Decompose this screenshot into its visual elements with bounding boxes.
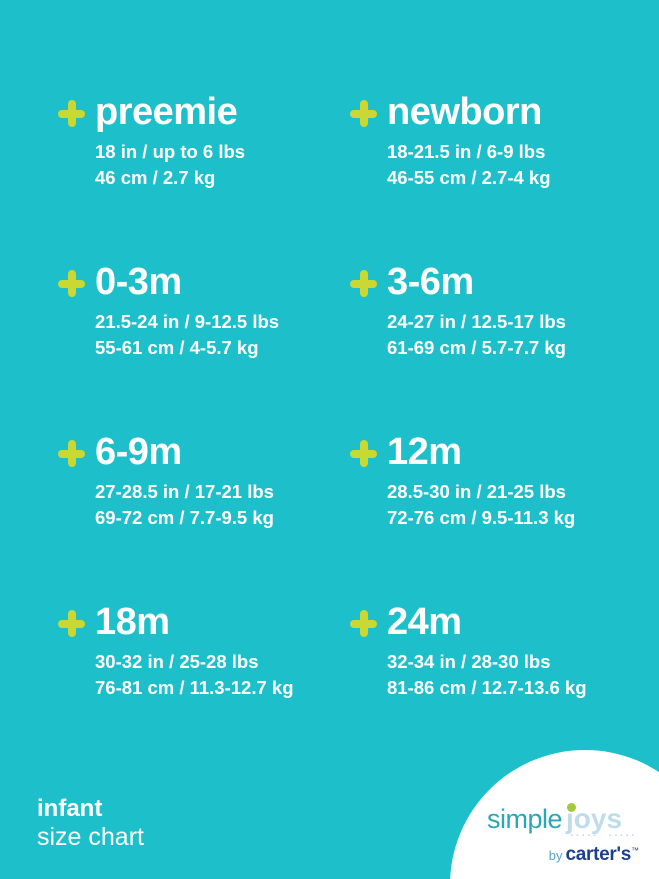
size-metric: 72-76 cm / 9.5-11.3 kg (387, 506, 576, 528)
size-cell-text: 6-9m 27-28.5 in / 17-21 lbs 69-72 cm / 7… (95, 433, 274, 531)
size-label: 24m (387, 601, 462, 643)
plus-icon (350, 440, 377, 467)
size-label: 0-3m (95, 261, 182, 303)
size-label: 6-9m (95, 431, 182, 473)
size-label: 18m (95, 601, 170, 643)
size-label: 12m (387, 431, 462, 473)
plus-icon (350, 270, 377, 297)
size-metric: 76-81 cm / 11.3-12.7 kg (95, 676, 294, 698)
size-label: preemie (95, 91, 238, 133)
logo-dotted-underline: ····· ····· (487, 830, 639, 842)
brand-logo-circle: simple joys ····· ····· by carter's™ (450, 750, 659, 879)
trademark-symbol: ™ (631, 846, 639, 855)
size-cell-18m: 18m 30-32 in / 25-28 lbs 76-81 cm / 11.3… (58, 603, 350, 773)
size-imperial: 18-21.5 in / 6-9 lbs (387, 140, 546, 162)
size-imperial: 24-27 in / 12.5-17 lbs (387, 310, 566, 332)
logo-simple-text: simple (487, 804, 563, 834)
size-cell-text: 3-6m 24-27 in / 12.5-17 lbs 61-69 cm / 5… (387, 263, 566, 361)
dots-right: ····· (608, 830, 637, 842)
plus-icon (350, 100, 377, 127)
footer-title: infant (37, 795, 103, 822)
size-metric: 46-55 cm / 2.7-4 kg (387, 166, 551, 188)
brand-logo-wordmark: simple joys (487, 803, 639, 835)
size-cell-text: preemie 18 in / up to 6 lbs 46 cm / 2.7 … (95, 93, 245, 191)
size-cell-6-9m: 6-9m 27-28.5 in / 17-21 lbs 69-72 cm / 7… (58, 433, 350, 603)
size-imperial: 21.5-24 in / 9-12.5 lbs (95, 310, 280, 332)
size-imperial: 30-32 in / 25-28 lbs (95, 650, 259, 672)
chart-footer: infant size chart (37, 795, 144, 851)
logo-carters-text: carter's (565, 844, 631, 865)
size-metric: 61-69 cm / 5.7-7.7 kg (387, 336, 566, 358)
size-label: newborn (387, 91, 542, 133)
brand-logo: simple joys ····· ····· by carter's™ (487, 803, 639, 866)
size-imperial: 28.5-30 in / 21-25 lbs (387, 480, 566, 502)
dots-left: ····· (570, 830, 599, 842)
plus-icon (58, 100, 85, 127)
plus-icon (58, 270, 85, 297)
size-label: 3-6m (387, 261, 474, 303)
logo-byline: by carter's™ (487, 844, 639, 866)
size-imperial: 27-28.5 in / 17-21 lbs (95, 480, 274, 502)
size-imperial: 18 in / up to 6 lbs (95, 140, 246, 162)
logo-joys-wrap: joys (566, 803, 622, 835)
size-metric: 46 cm / 2.7 kg (95, 166, 216, 188)
plus-icon (350, 610, 377, 637)
size-grid: preemie 18 in / up to 6 lbs 46 cm / 2.7 … (58, 93, 587, 773)
size-metric: 69-72 cm / 7.7-9.5 kg (95, 506, 274, 528)
size-cell-text: 24m 32-34 in / 28-30 lbs 81-86 cm / 12.7… (387, 603, 587, 701)
size-cell-newborn: newborn 18-21.5 in / 6-9 lbs 46-55 cm / … (350, 93, 587, 263)
size-cell-0-3m: 0-3m 21.5-24 in / 9-12.5 lbs 55-61 cm / … (58, 263, 350, 433)
logo-by-text: by (548, 848, 563, 863)
size-cell-text: 18m 30-32 in / 25-28 lbs 76-81 cm / 11.3… (95, 603, 294, 701)
green-dot-icon (567, 803, 577, 812)
size-cell-12m: 12m 28.5-30 in / 21-25 lbs 72-76 cm / 9.… (350, 433, 587, 603)
size-cell-text: 12m 28.5-30 in / 21-25 lbs 72-76 cm / 9.… (387, 433, 575, 531)
size-cell-text: 0-3m 21.5-24 in / 9-12.5 lbs 55-61 cm / … (95, 263, 279, 361)
size-cell-text: newborn 18-21.5 in / 6-9 lbs 46-55 cm / … (387, 93, 551, 191)
size-cell-preemie: preemie 18 in / up to 6 lbs 46 cm / 2.7 … (58, 93, 350, 263)
plus-icon (58, 610, 85, 637)
footer-subtitle: size chart (37, 822, 144, 851)
size-imperial: 32-34 in / 28-30 lbs (387, 650, 551, 672)
size-metric: 81-86 cm / 12.7-13.6 kg (387, 676, 587, 698)
size-cell-24m: 24m 32-34 in / 28-30 lbs 81-86 cm / 12.7… (350, 603, 587, 773)
plus-icon (58, 440, 85, 467)
size-metric: 55-61 cm / 4-5.7 kg (95, 336, 259, 358)
size-cell-3-6m: 3-6m 24-27 in / 12.5-17 lbs 61-69 cm / 5… (350, 263, 587, 433)
